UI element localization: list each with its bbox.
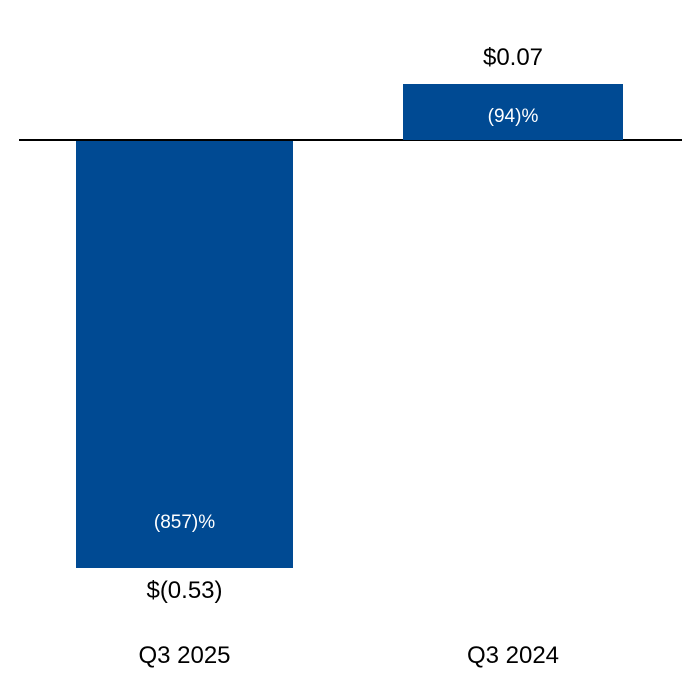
zero-axis-line: [19, 139, 682, 141]
value-label-q3-2025: $(0.53): [146, 577, 223, 604]
bar-q3-2025: (857)%: [76, 141, 293, 568]
percent-change-label-q3-2024: (94)%: [487, 105, 539, 127]
bar-q3-2024: (94)%: [403, 84, 623, 140]
category-label-q3-2025: Q3 2025: [138, 642, 231, 669]
category-label-q3-2024: Q3 2024: [466, 642, 560, 669]
value-label-q3-2024: $0.07: [482, 44, 544, 71]
percent-change-label-q3-2025: (857)%: [153, 512, 216, 533]
